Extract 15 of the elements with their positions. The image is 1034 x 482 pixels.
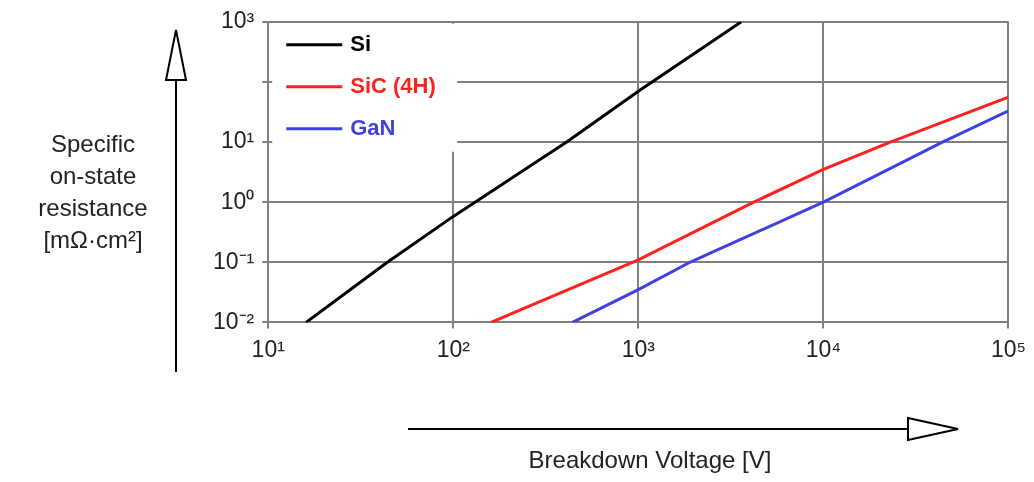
y-tick-label: 10³ <box>220 7 255 34</box>
y-tick-label: 10⁻¹ <box>212 247 255 274</box>
y-tick-label: 10⁻² <box>212 307 255 334</box>
y-tick-label: 10¹ <box>220 127 255 154</box>
x-tick-label: 10⁴ <box>805 335 842 362</box>
y-axis-title: Specific on-state resistance [mΩ·cm²] <box>37 129 149 255</box>
x-tick-label: 10³ <box>621 335 656 362</box>
y-tick-label: 10⁰ <box>220 187 255 214</box>
x-tick-label: 10² <box>436 335 471 362</box>
x-tick-label: 10⁵ <box>990 335 1026 362</box>
x-tick-label: 10¹ <box>251 335 286 362</box>
legend-label: Si <box>350 30 372 56</box>
legend-label: SiC (4H) <box>350 72 436 98</box>
x-axis-title: Breakdown Voltage [V] <box>527 446 773 474</box>
legend-label: GaN <box>350 114 396 140</box>
